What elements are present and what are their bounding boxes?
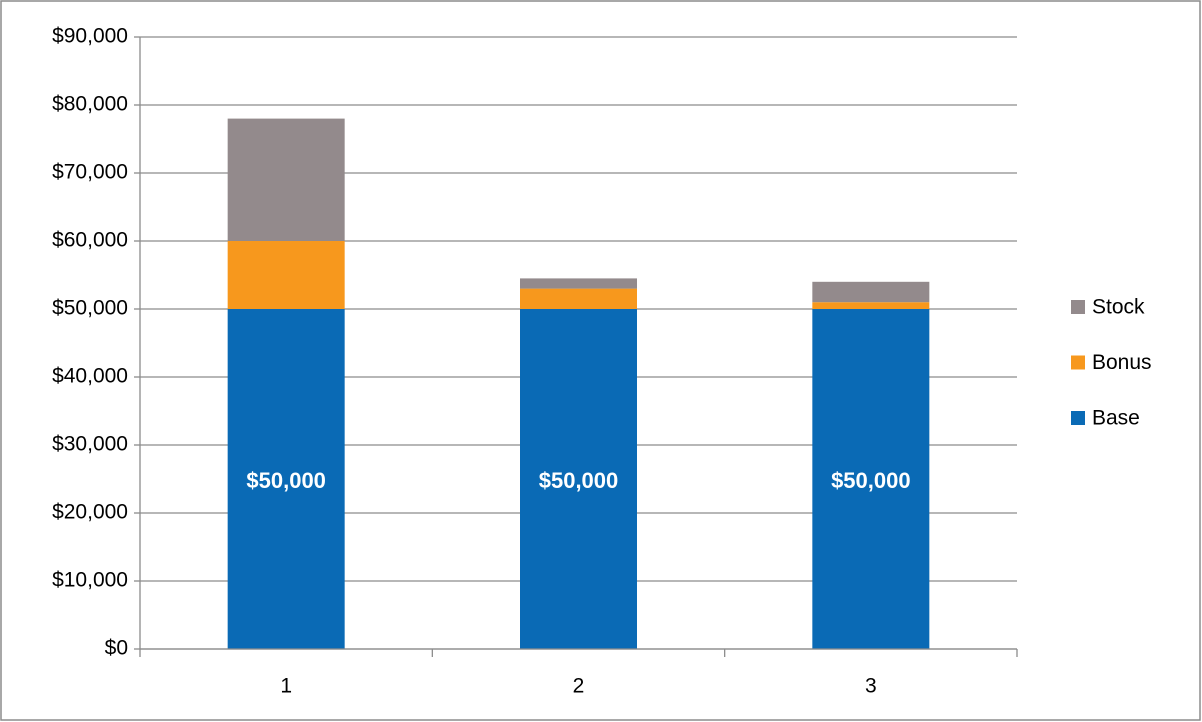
y-tick-label: $60,000 — [52, 229, 128, 252]
legend-label: Base — [1092, 407, 1140, 430]
y-tick-label: $10,000 — [52, 569, 128, 592]
y-tick-label: $50,000 — [52, 297, 128, 320]
x-tick-label: 1 — [280, 675, 292, 698]
y-tick-label: $70,000 — [52, 161, 128, 184]
x-tick-label: 3 — [865, 675, 877, 698]
y-tick-label: $80,000 — [52, 93, 128, 116]
data-label: $50,000 — [539, 468, 619, 493]
legend-swatch — [1071, 355, 1085, 370]
bar-segment — [812, 302, 930, 309]
y-tick-label: $20,000 — [52, 501, 128, 524]
legend-swatch — [1071, 411, 1085, 425]
bar-segment — [520, 288, 637, 309]
bar-segment — [520, 309, 637, 649]
bar-segment — [227, 241, 345, 309]
bar-segment — [227, 118, 345, 241]
y-tick-label: $40,000 — [52, 365, 128, 388]
y-tick-label: $0 — [105, 637, 128, 660]
legend-label: Stock — [1092, 296, 1145, 319]
bar-segment — [812, 309, 930, 649]
bar-segment — [227, 309, 345, 649]
bar-segment — [812, 281, 930, 303]
y-tick-label: $90,000 — [52, 25, 128, 48]
x-tick-label: 2 — [573, 675, 585, 698]
bar-segment — [520, 278, 637, 289]
data-label: $50,000 — [831, 468, 911, 493]
y-tick-label: $30,000 — [52, 433, 128, 456]
legend-label: Bonus — [1092, 351, 1152, 374]
legend-swatch — [1071, 300, 1085, 314]
data-label: $50,000 — [246, 468, 326, 493]
